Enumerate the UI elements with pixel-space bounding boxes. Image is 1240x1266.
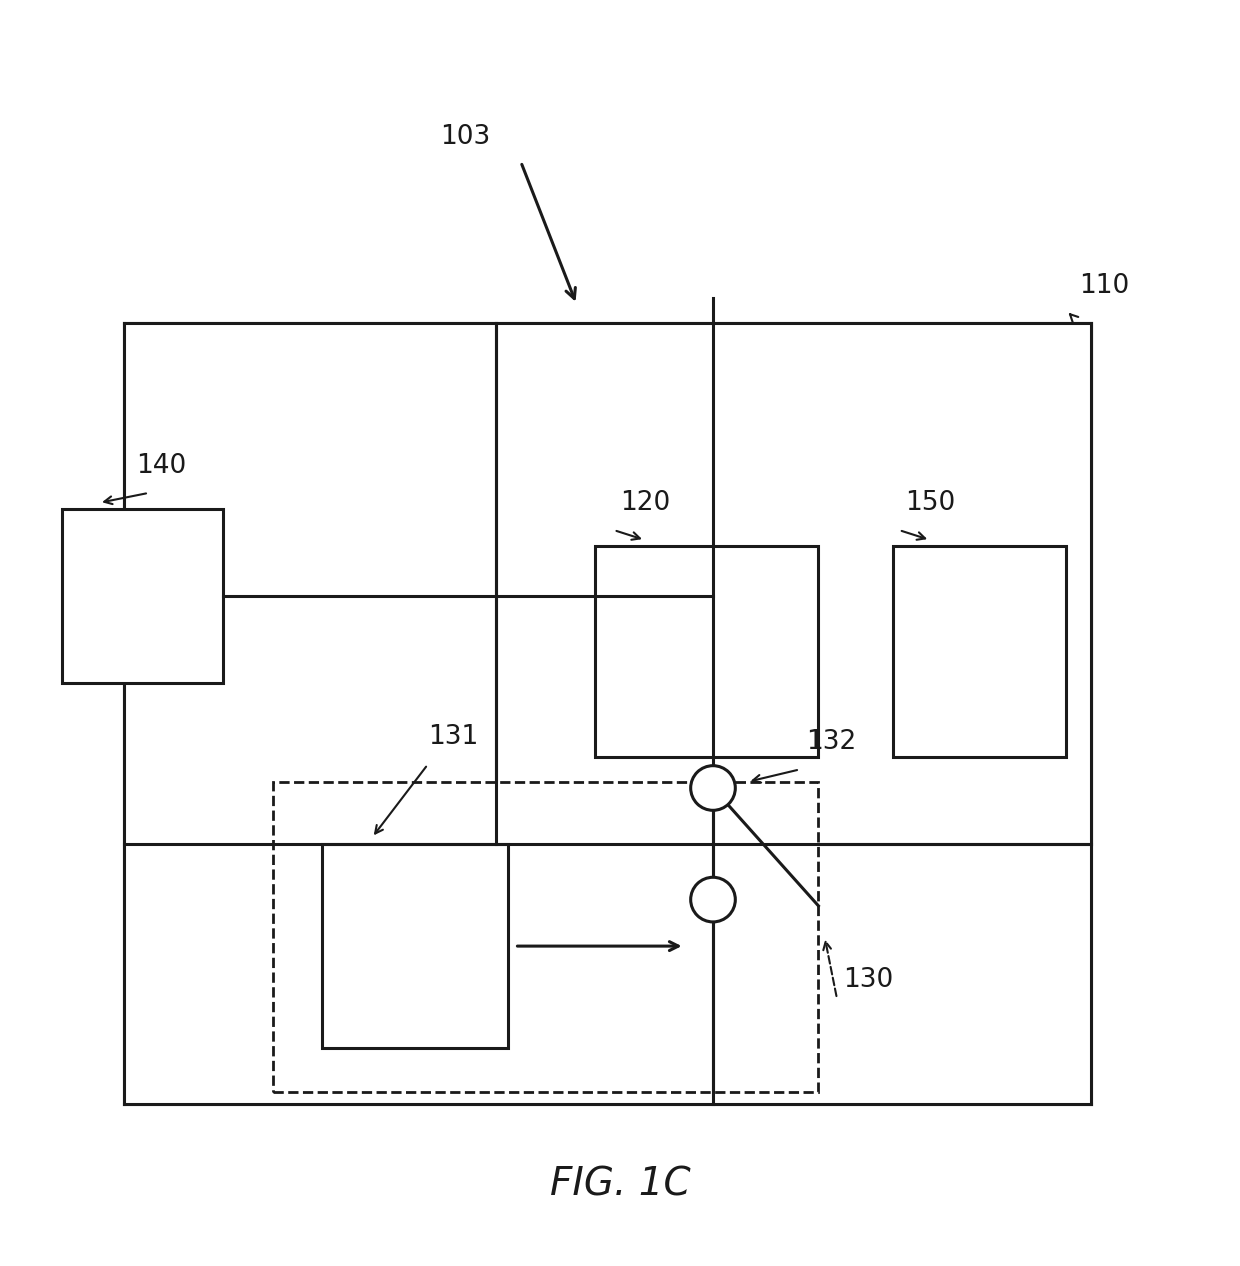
Bar: [62, 509, 223, 682]
Circle shape: [691, 877, 735, 922]
Bar: [273, 782, 818, 1091]
Text: 131: 131: [428, 724, 479, 751]
Text: 120: 120: [620, 490, 671, 515]
Text: FIG. 1C: FIG. 1C: [549, 1166, 691, 1204]
Bar: [322, 844, 508, 1048]
Text: 150: 150: [905, 490, 956, 515]
Text: 110: 110: [1079, 272, 1130, 299]
Circle shape: [691, 766, 735, 810]
Text: 130: 130: [843, 967, 894, 994]
Bar: [124, 323, 1091, 1104]
Bar: [595, 546, 818, 757]
Text: 132: 132: [806, 729, 857, 755]
Text: 103: 103: [440, 124, 490, 149]
Bar: [496, 323, 1091, 844]
Bar: [893, 546, 1066, 757]
Text: 140: 140: [136, 453, 187, 479]
